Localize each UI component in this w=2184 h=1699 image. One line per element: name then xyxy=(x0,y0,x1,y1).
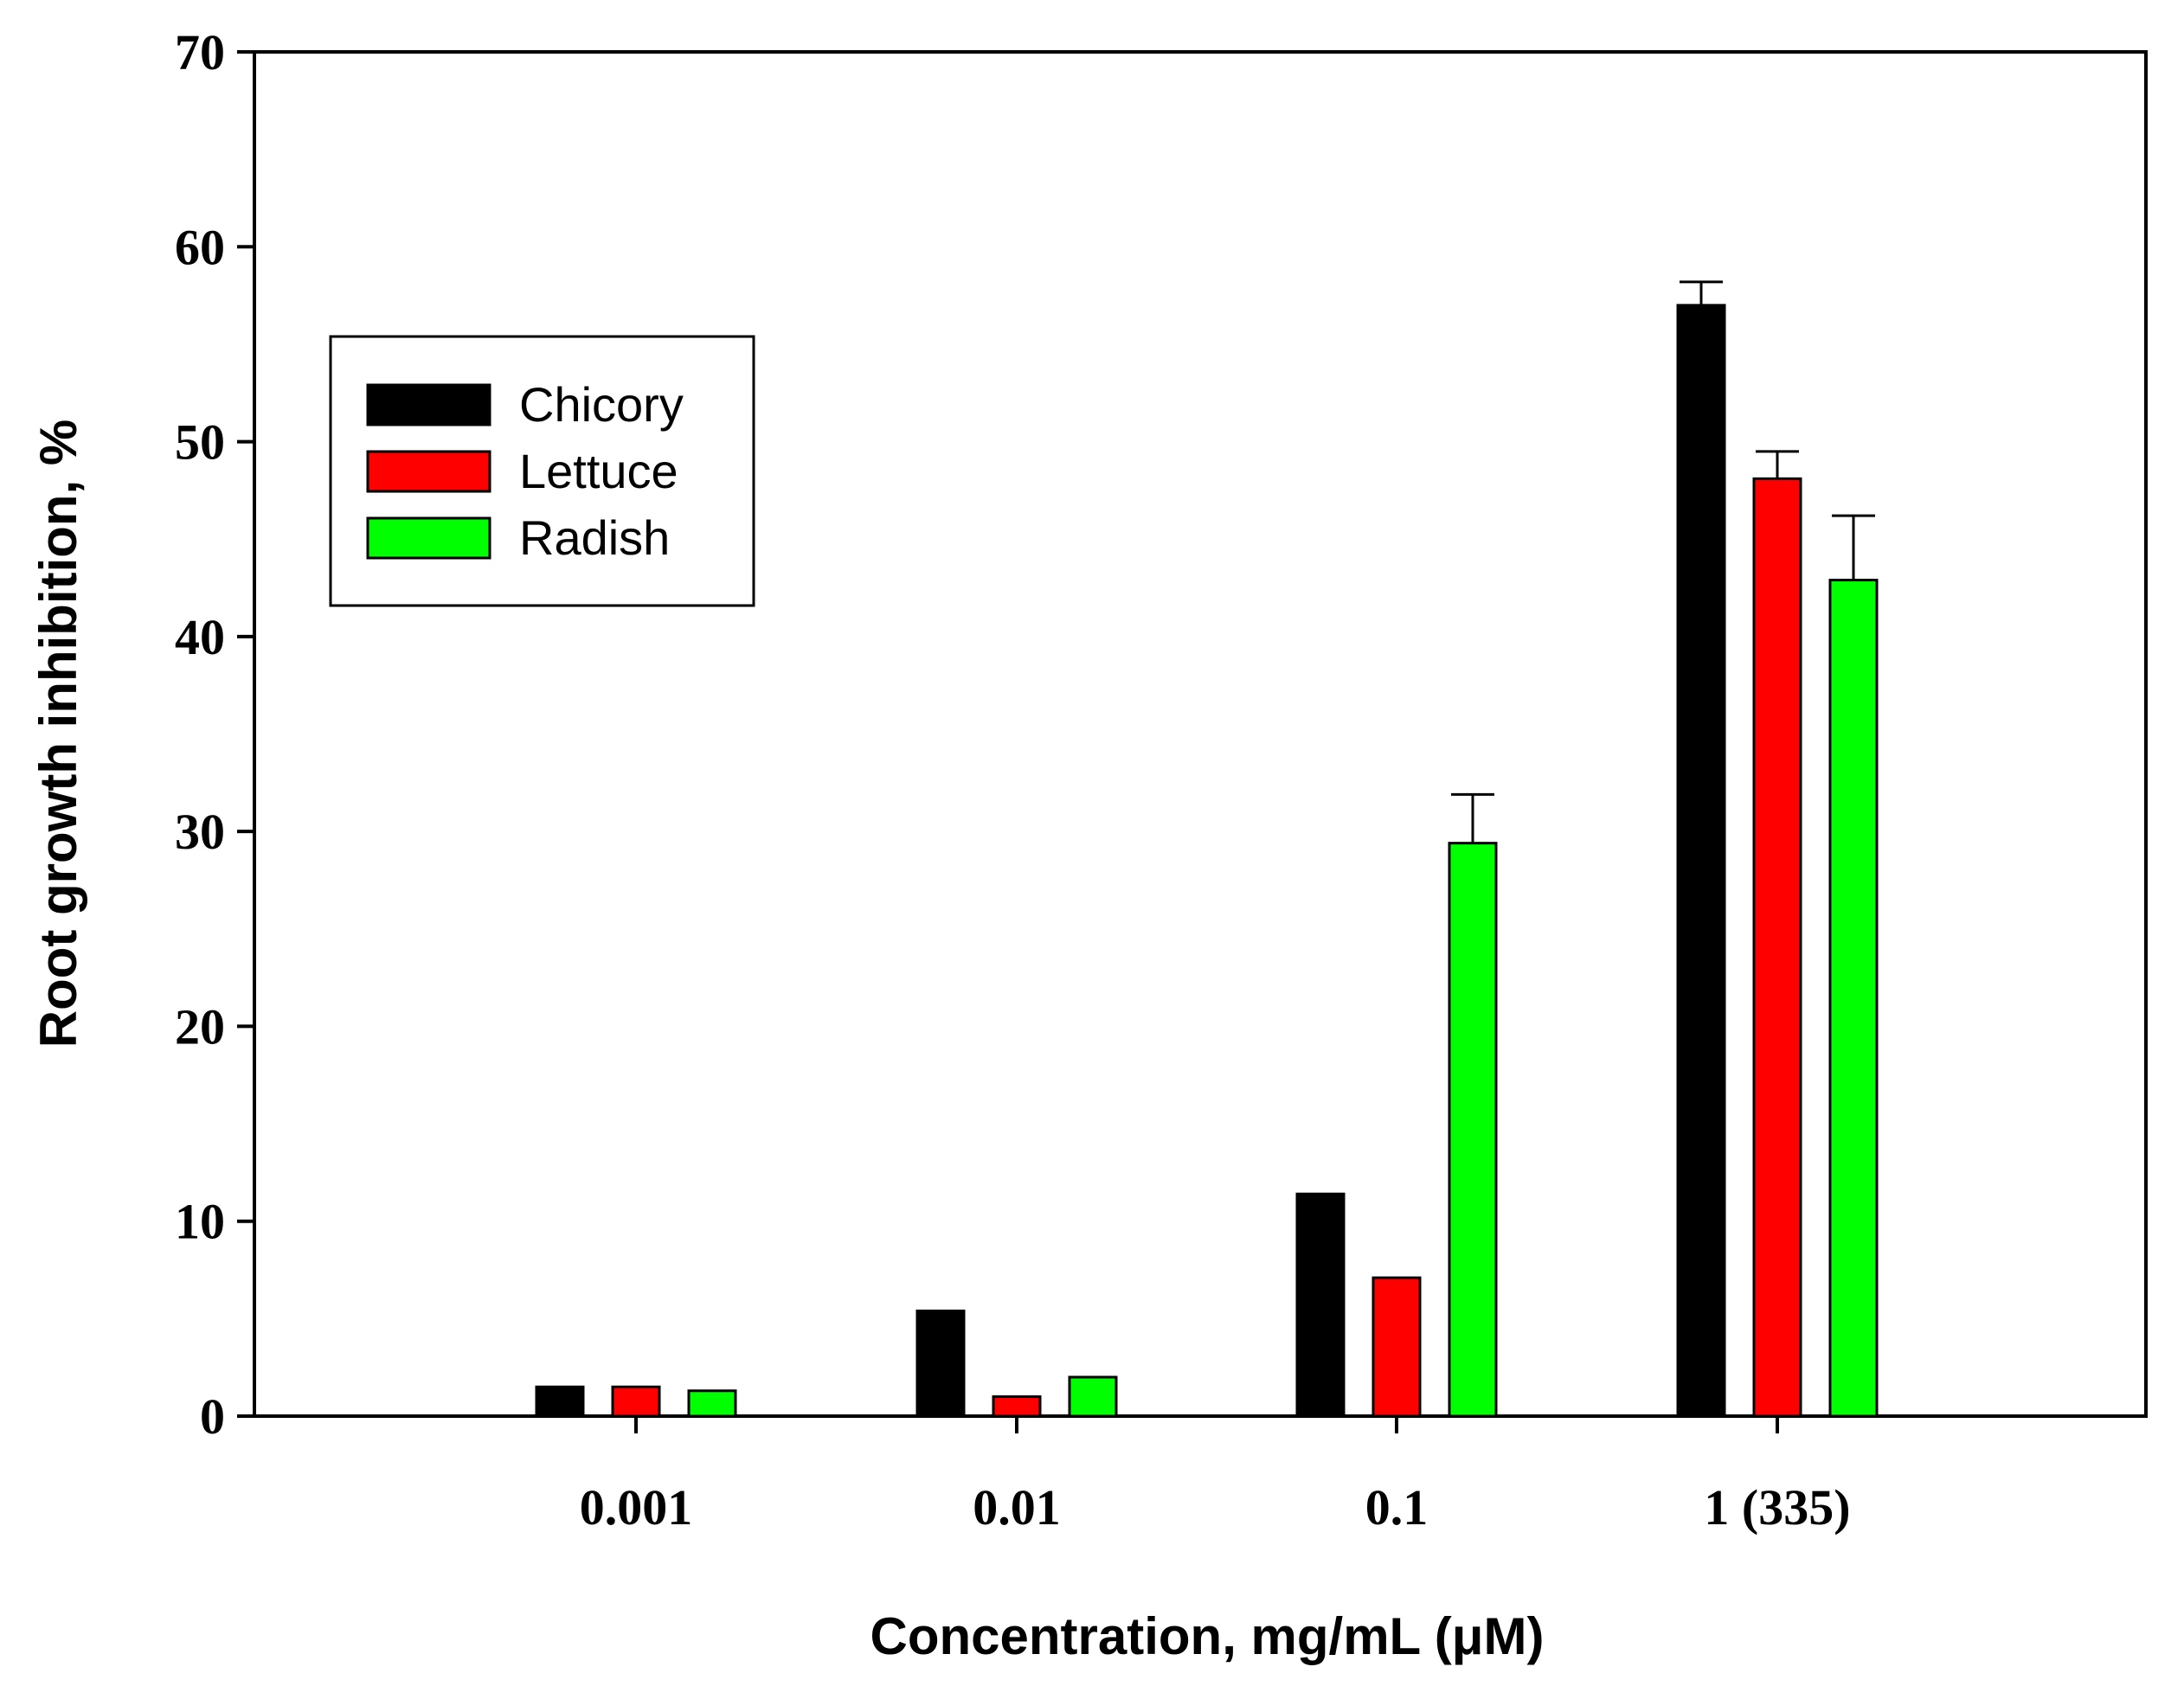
bar-radish-0 xyxy=(687,1389,737,1418)
x-tick-label: 0.01 xyxy=(973,1479,1061,1536)
x-axis-title: Concentration, mg/mL (μM) xyxy=(870,1607,1545,1665)
y-tick-label: 0 xyxy=(200,1388,225,1445)
bar-radish-2 xyxy=(1448,842,1498,1418)
bar-chicory-1 xyxy=(915,1309,966,1418)
bar-radish-3 xyxy=(1828,579,1879,1418)
bar-lettuce-2 xyxy=(1371,1276,1422,1418)
legend-label-radish: Radish xyxy=(519,510,670,565)
legend-swatch-chicory xyxy=(366,383,491,426)
y-tick-label: 10 xyxy=(175,1194,225,1250)
legend-swatch-radish xyxy=(366,516,491,560)
bar-lettuce-3 xyxy=(1752,477,1802,1418)
bar-lettuce-1 xyxy=(992,1394,1042,1418)
x-axis: 0.001 0.01 0.1 1 (335) xyxy=(580,1416,1851,1536)
legend-label-lettuce: Lettuce xyxy=(519,444,678,498)
y-tick-label: 60 xyxy=(175,219,225,275)
legend-swatch-lettuce xyxy=(366,450,491,493)
x-tick-label: 0.1 xyxy=(1365,1479,1429,1536)
bar-chicory-2 xyxy=(1295,1192,1346,1418)
y-tick-label: 40 xyxy=(175,609,225,665)
y-axis-title: Root growth inhibition, % xyxy=(29,420,87,1048)
y-tick-label: 30 xyxy=(175,804,225,860)
y-tick-label: 20 xyxy=(175,998,225,1055)
bar-chicory-0 xyxy=(535,1385,585,1418)
bar-group xyxy=(535,280,1879,1418)
x-tick-label: 1 (335) xyxy=(1704,1479,1850,1536)
bar-radish-1 xyxy=(1068,1375,1118,1418)
bar-lettuce-0 xyxy=(611,1385,661,1418)
y-tick-label: 70 xyxy=(175,24,225,80)
x-tick-label: 0.001 xyxy=(580,1479,693,1536)
legend-label-chicory: Chicory xyxy=(519,377,684,432)
y-tick-label: 50 xyxy=(175,414,225,471)
y-axis: 0 10 20 30 40 50 60 70 xyxy=(175,24,254,1445)
legend: Chicory Lettuce Radish xyxy=(329,335,755,607)
bar-chicory-3 xyxy=(1676,304,1726,1418)
